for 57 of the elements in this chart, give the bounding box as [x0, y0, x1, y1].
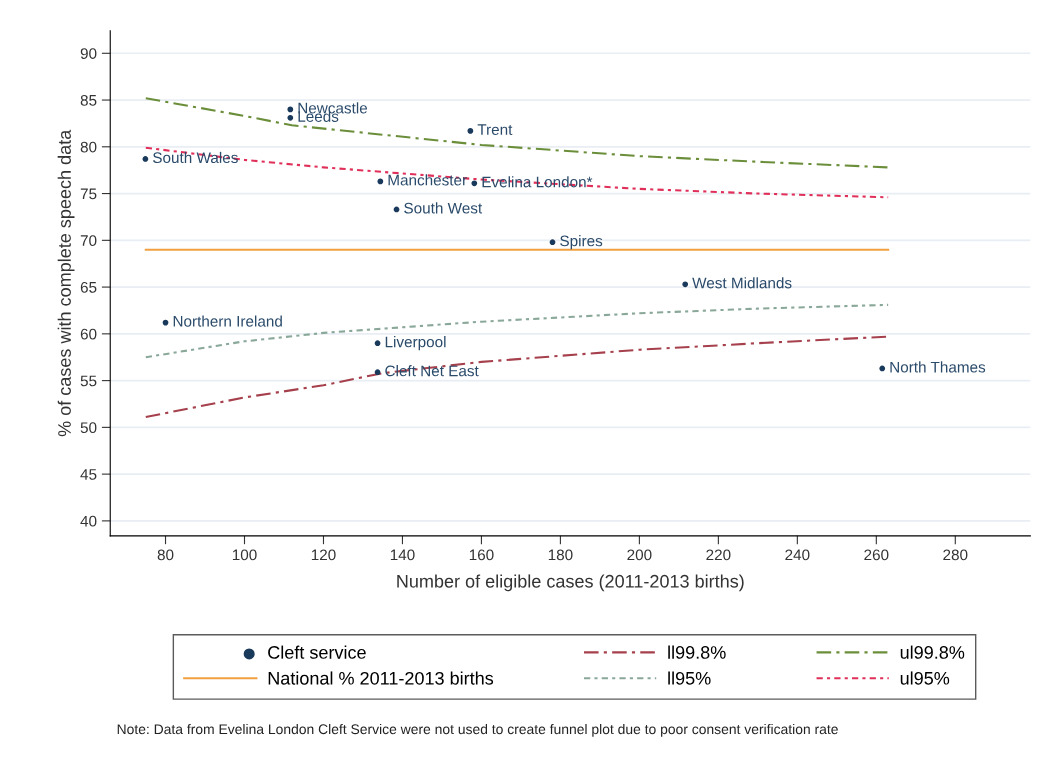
y-tick-label: 85	[80, 94, 97, 106]
y-tick-label: 50	[80, 422, 97, 434]
y-tick-label: 55	[80, 375, 97, 387]
legend-label: ll99.8%	[668, 645, 726, 659]
legend-label: ul95%	[900, 671, 950, 685]
point	[393, 206, 400, 213]
x-tick-label: 180	[548, 549, 573, 561]
x-tick-label: 100	[232, 549, 257, 561]
x-tick-label: 80	[157, 549, 174, 561]
legend-label: ll95%	[668, 671, 711, 685]
point	[374, 340, 381, 347]
x-tick-label: 260	[864, 549, 889, 561]
point	[287, 106, 294, 113]
y-tick-label: 90	[80, 48, 97, 59]
point	[467, 128, 474, 134]
y-tick-label: 40	[80, 515, 97, 527]
legend-label: Cleft service	[268, 645, 366, 659]
y-tick-label: 70	[80, 235, 97, 247]
point	[879, 365, 886, 372]
legend-label: ul99.8%	[900, 645, 965, 659]
text: Note: Data from Evelina London Cleft Service were not used to create funnel plot due to poor consent verification rate	[117, 723, 838, 737]
annotation: Trent	[477, 124, 513, 136]
y-tick-label: 65	[80, 281, 97, 293]
x-tick-label: 200	[627, 549, 652, 561]
line-series	[144, 303, 890, 359]
point	[374, 369, 381, 376]
point	[471, 180, 478, 187]
y-axis-title: % of cases with complete speech data	[57, 129, 75, 437]
annotation: South Wales	[153, 151, 238, 164]
annotation: Evelina London*	[482, 176, 593, 188]
y-tick-label: 45	[80, 469, 97, 480]
annotation: Northern Ireland	[173, 315, 282, 327]
y-tick-label: 75	[80, 188, 97, 200]
x-tick-label: 160	[469, 549, 494, 561]
annotation: South West	[404, 202, 483, 214]
annotation: Spires	[560, 235, 603, 250]
x-tick-label: 140	[390, 549, 415, 561]
annotation: Cleft Net East	[385, 365, 479, 377]
x-tick-label: 280	[943, 549, 968, 561]
point	[682, 281, 689, 288]
x-axis-title: Number of eligible cases (2011-2013 births)	[397, 574, 744, 592]
annotation: West Midlands	[692, 277, 792, 289]
line-series	[144, 97, 890, 169]
x-tick-label: 220	[706, 549, 731, 561]
point	[287, 114, 294, 121]
y-tick-label: 80	[80, 141, 97, 153]
point	[549, 239, 556, 246]
x-tick-label: 240	[785, 549, 810, 561]
point	[162, 319, 169, 326]
annotation: Liverpool	[385, 336, 446, 351]
y-tick-label: 60	[80, 328, 97, 340]
point	[142, 156, 149, 162]
x-tick-label: 120	[311, 549, 336, 561]
point	[377, 178, 384, 185]
annotation: North Thames	[890, 361, 986, 373]
legend-label: National % 2011-2013 births	[268, 671, 494, 685]
annotation: Manchester	[388, 174, 467, 186]
